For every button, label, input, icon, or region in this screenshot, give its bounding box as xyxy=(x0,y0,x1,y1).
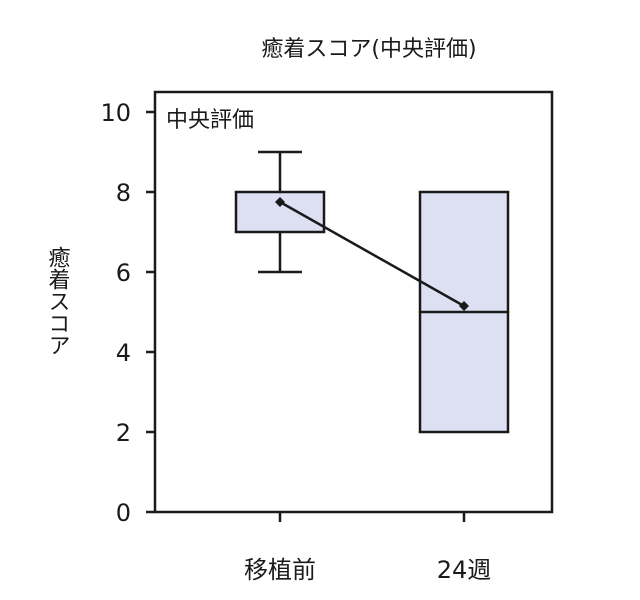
y-axis-label: 癒着スコア xyxy=(45,246,71,356)
y-tick-label: 0 xyxy=(116,499,131,527)
plot-frame xyxy=(153,90,554,514)
mean-marker xyxy=(275,197,285,207)
mean-marker xyxy=(459,301,469,311)
x-tick-label: 移植前 xyxy=(244,556,316,584)
y-tick-label: 8 xyxy=(116,179,131,207)
y-tick-label: 4 xyxy=(116,339,131,367)
panel-label: 中央評価 xyxy=(166,108,254,133)
y-tick-label: 2 xyxy=(116,419,131,447)
y-tick-label: 10 xyxy=(100,99,131,127)
x-tick-label: 24週 xyxy=(437,556,492,584)
mean-line xyxy=(279,200,465,308)
y-tick-label: 6 xyxy=(116,259,131,287)
chart-title: 癒着スコア(中央評価) xyxy=(261,37,476,62)
